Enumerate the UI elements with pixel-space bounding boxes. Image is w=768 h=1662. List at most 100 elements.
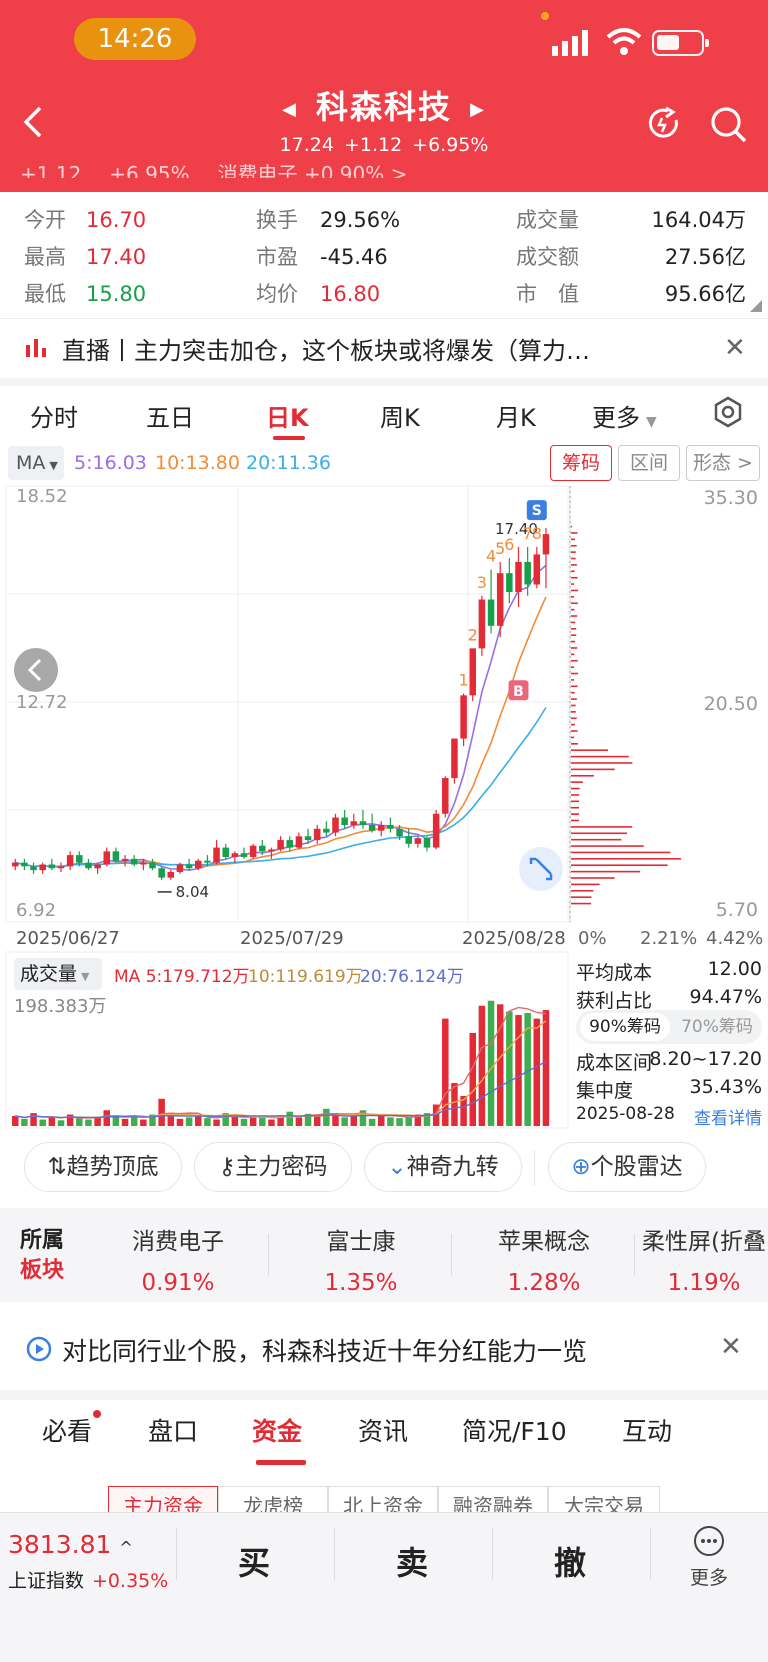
volume-bar xyxy=(21,1118,28,1126)
expand-corner-icon[interactable] xyxy=(750,300,762,312)
prev-stock-icon[interactable]: ◀ xyxy=(282,98,298,120)
subtab-dragon-tiger[interactable]: 龙虎榜 xyxy=(218,1486,328,1512)
main-force-code-button[interactable]: ⚷主力密码 xyxy=(194,1142,352,1192)
candle-body xyxy=(414,838,422,844)
volume-chart[interactable] xyxy=(0,950,570,1130)
close-icon[interactable]: ✕ xyxy=(724,333,746,363)
chip-bar xyxy=(571,538,575,541)
buy-button[interactable]: 买 xyxy=(238,1544,271,1582)
tab-five-day[interactable]: 五日 xyxy=(146,404,194,432)
candle-body xyxy=(341,817,348,826)
tab-more[interactable]: 更多 ▼ xyxy=(592,398,657,433)
chip90-option[interactable]: 90%筹码 xyxy=(580,1013,670,1041)
more-button[interactable]: 更多 xyxy=(690,1524,728,1590)
live-news-banner[interactable]: 直播丨主力突击加仓，这个板块或将爆发（算力… ✕ xyxy=(0,318,768,378)
tab-profile-f10[interactable]: 简况/F10 xyxy=(462,1417,567,1446)
volume-bar xyxy=(121,1118,129,1126)
sector-item[interactable]: 柔性屏(折叠 1.19% xyxy=(642,1229,766,1296)
ma5-value: 5:16.03 xyxy=(74,452,147,474)
volume-bar xyxy=(48,1117,56,1126)
candle-body xyxy=(368,825,376,831)
tab-news[interactable]: 资讯 xyxy=(358,1417,409,1446)
refresh-icon[interactable] xyxy=(646,106,682,142)
volume-selector[interactable]: 成交量 ▼ xyxy=(14,958,102,990)
signal-icon xyxy=(552,30,588,56)
candle-body xyxy=(240,853,248,857)
chip-bar xyxy=(571,704,576,707)
candle-body xyxy=(140,862,147,865)
play-icon xyxy=(26,1336,52,1362)
pattern-button[interactable]: 形态 > xyxy=(686,445,760,481)
sell-signal-icon[interactable] xyxy=(526,500,547,521)
tab-minute[interactable]: 分时 xyxy=(30,404,78,432)
candle-body xyxy=(378,825,385,831)
candle-body xyxy=(167,872,175,878)
index-value[interactable]: 3813.81 ^ xyxy=(8,1530,133,1559)
tab-underline xyxy=(256,1460,306,1465)
tab-weekly-k[interactable]: 周K xyxy=(380,404,420,432)
candle-body xyxy=(432,813,440,848)
chip-bar xyxy=(571,826,633,828)
nine-count-label: 3 xyxy=(477,573,487,592)
volume-bar xyxy=(149,1114,156,1126)
chevron-down-icon: ⌄ xyxy=(387,1154,407,1180)
volume-bar xyxy=(286,1111,293,1126)
search-icon[interactable] xyxy=(710,106,748,144)
subtab-block-trade[interactable]: 大宗交易 xyxy=(548,1486,660,1512)
chip-axis-mid: 20.50 xyxy=(704,693,758,715)
sector-item[interactable]: 苹果概念 1.28% xyxy=(498,1229,590,1296)
candle-body xyxy=(460,695,467,739)
candle-body xyxy=(277,840,284,850)
cancel-button[interactable]: 撤 xyxy=(554,1544,587,1582)
stat-volume: 成交量 164.04万 xyxy=(516,208,746,232)
volume-bar xyxy=(469,1032,476,1126)
buy-signal-icon[interactable] xyxy=(508,680,529,701)
magic-nine-button[interactable]: ⌄神奇九转 xyxy=(364,1142,522,1192)
chips-button[interactable]: 筹码 xyxy=(550,445,612,481)
settings-icon[interactable] xyxy=(712,396,744,428)
fullscreen-button[interactable] xyxy=(519,847,563,891)
volume-bar xyxy=(259,1116,266,1126)
tab-order-book[interactable]: 盘口 xyxy=(148,1417,199,1446)
tab-must-see[interactable]: 必看 xyxy=(42,1417,93,1446)
ma-selector[interactable]: MA ▼ xyxy=(8,446,64,480)
concentration-row: 集中度 35.43% xyxy=(576,1076,762,1102)
volume-bar xyxy=(130,1117,138,1126)
chip-bar xyxy=(571,755,629,758)
candle-body xyxy=(94,864,101,869)
volume-bar xyxy=(378,1115,385,1126)
tab-interact[interactable]: 互动 xyxy=(622,1417,673,1446)
back-icon[interactable] xyxy=(22,105,44,139)
stock-radar-button[interactable]: ⊕个股雷达 xyxy=(548,1142,706,1192)
subtab-main-funds[interactable]: 主力资金 xyxy=(108,1486,218,1512)
close-icon[interactable]: ✕ xyxy=(720,1332,742,1362)
subtab-margin[interactable]: 融资融券 xyxy=(438,1486,548,1512)
range-button[interactable]: 区间 xyxy=(618,445,680,481)
volume-bar xyxy=(39,1119,46,1126)
candle-body xyxy=(542,534,550,555)
sector-list: 消费电子 0.91% 富士康 1.35% 苹果概念 1.28% 柔性屏(折叠 1.19% xyxy=(90,1208,768,1302)
chip-axis-bottom: 5.70 xyxy=(716,899,758,921)
chip-percent-toggle[interactable]: 90%筹码 70%筹码 xyxy=(576,1010,762,1044)
live-news-text: 直播丨主力突击加仓，这个板块或将爆发（算力… xyxy=(62,337,590,365)
sector-item[interactable]: 富士康 1.35% xyxy=(324,1229,398,1296)
trend-top-bottom-button[interactable]: ⇅趋势顶底 xyxy=(24,1142,182,1192)
scroll-left-button[interactable] xyxy=(14,648,58,692)
view-detail-link[interactable]: 查看详情 xyxy=(694,1109,762,1129)
tab-daily-k[interactable]: 日K xyxy=(266,404,309,432)
tab-monthly-k[interactable]: 月K xyxy=(496,404,536,432)
sector-item[interactable]: 消费电子 0.91% xyxy=(132,1229,224,1296)
chip-bar xyxy=(571,883,600,886)
stock-name-switcher[interactable]: ◀ 科森科技 ▶ xyxy=(0,82,768,128)
volume-bar xyxy=(66,1114,74,1126)
sell-button[interactable]: 卖 xyxy=(396,1544,429,1582)
candle-body xyxy=(533,554,541,585)
dividend-news-banner[interactable]: 对比同行业个股，科森科技近十年分红能力一览 ✕ xyxy=(0,1318,768,1380)
chip70-option[interactable]: 70%筹码 xyxy=(681,1017,753,1037)
stock-header: 14:26 ◀ 科森科技 ▶ 17.24 +1.12 +6.95% +1.12 +6.95… xyxy=(0,0,768,192)
subtab-northbound[interactable]: 北上资金 xyxy=(328,1486,438,1512)
next-stock-icon[interactable]: ▶ xyxy=(470,98,486,120)
tab-funds[interactable]: 资金 xyxy=(252,1417,303,1446)
chip-bar xyxy=(571,615,578,617)
